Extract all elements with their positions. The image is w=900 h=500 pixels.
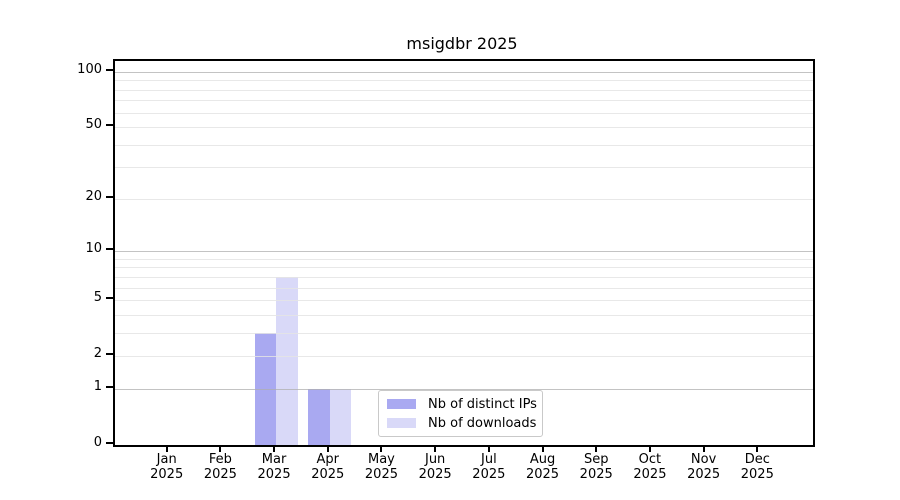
x-tick-10 — [648, 445, 651, 452]
legend-label-downloads: Nb of downloads — [428, 415, 537, 431]
y-tick-5 — [106, 297, 113, 300]
x-tick-11 — [702, 445, 705, 452]
x-tick-12 — [756, 445, 759, 452]
legend-label-distinct-ips: Nb of distinct IPs — [428, 396, 537, 412]
y-tick-label-20: 20 — [85, 188, 102, 204]
x-tick-5 — [380, 445, 383, 452]
x-tick-label-5: May 2025 — [364, 452, 398, 482]
x-tick-label-11: Nov 2025 — [687, 452, 721, 482]
x-tick-9 — [595, 445, 598, 452]
x-tick-label-2: Feb 2025 — [203, 452, 237, 482]
x-tick-label-10: Oct 2025 — [633, 452, 667, 482]
legend-swatch-distinct-ips — [387, 399, 416, 409]
y-tick-50 — [106, 124, 113, 127]
y-tick-label-5: 5 — [93, 290, 102, 306]
bar-nb-of-downloads-apr-2025 — [329, 388, 352, 445]
y-tick-label-10: 10 — [85, 241, 102, 257]
x-tick-label-8: Aug 2025 — [525, 452, 560, 482]
x-tick-label-12: Dec 2025 — [740, 452, 774, 482]
x-tick-label-4: Apr 2025 — [311, 452, 345, 482]
y-tick-1 — [106, 385, 113, 388]
chart-title: msigdbr 2025 — [406, 34, 518, 53]
y-tick-0 — [106, 442, 113, 444]
x-tick-7 — [487, 445, 490, 452]
y-tick-20 — [106, 195, 113, 198]
plot-area — [113, 59, 815, 447]
legend: Nb of distinct IPs Nb of downloads — [378, 390, 543, 437]
y-tick-label-50: 50 — [85, 117, 102, 133]
legend-item-downloads: Nb of downloads — [387, 415, 537, 431]
bar-nb-of-distinct-ips-apr-2025 — [308, 388, 330, 445]
x-tick-1 — [165, 445, 168, 452]
y-tick-label-100: 100 — [77, 61, 102, 77]
y-tick-2 — [106, 353, 113, 356]
x-tick-6 — [434, 445, 437, 452]
bar-nb-of-distinct-ips-mar-2025 — [254, 332, 277, 445]
x-tick-label-1: Jan 2025 — [150, 452, 184, 482]
y-tick-label-1: 1 — [93, 378, 102, 394]
x-tick-8 — [541, 445, 544, 452]
x-tick-label-6: Jun 2025 — [418, 452, 452, 482]
y-tick-100 — [106, 68, 113, 71]
y-tick-label-2: 2 — [93, 346, 102, 362]
bar-layer — [115, 61, 813, 445]
x-tick-label-3: Mar 2025 — [257, 452, 291, 482]
y-tick-10 — [106, 248, 113, 251]
y-tick-label-0: 0 — [93, 435, 102, 450]
legend-swatch-downloads — [387, 418, 416, 428]
x-tick-label-7: Jul 2025 — [472, 452, 506, 482]
x-tick-3 — [273, 445, 276, 452]
legend-item-distinct-ips: Nb of distinct IPs — [387, 396, 537, 412]
x-tick-label-9: Sep 2025 — [579, 452, 613, 482]
x-tick-2 — [219, 445, 222, 452]
bar-nb-of-downloads-mar-2025 — [276, 276, 298, 445]
x-tick-4 — [326, 445, 329, 452]
